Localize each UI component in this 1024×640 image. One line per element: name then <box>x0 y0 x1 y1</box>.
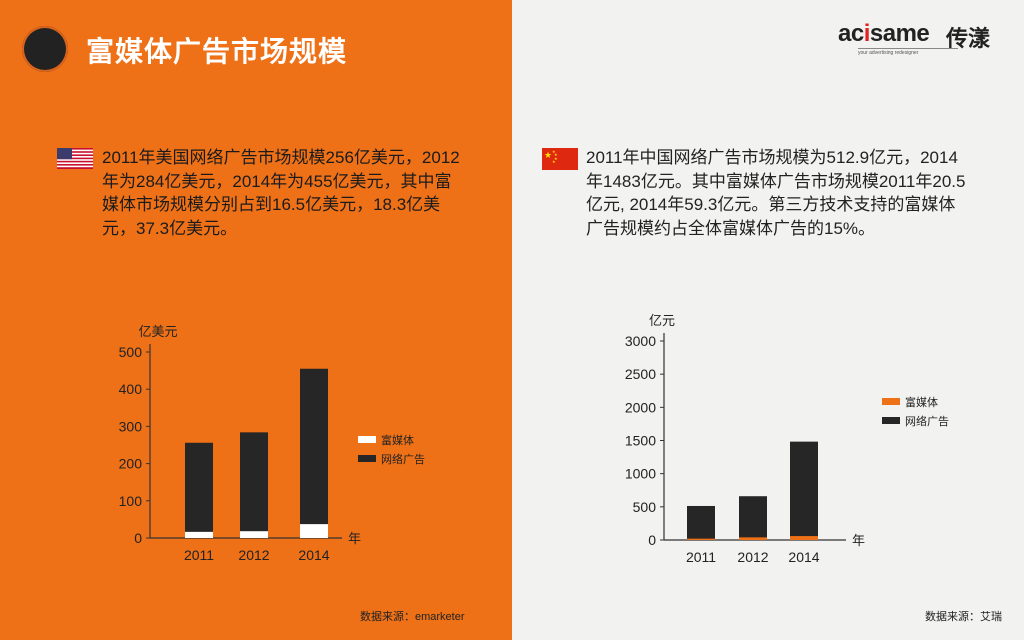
bar-online-ad-2012 <box>739 496 767 540</box>
y-tick-label: 500 <box>633 499 657 515</box>
bar-rich-media-2014 <box>790 536 818 540</box>
us-data-source: 数据来源：emarketer <box>360 608 465 624</box>
y-tick-label: 500 <box>119 344 143 360</box>
legend-swatch-rich-media <box>882 398 900 405</box>
y-tick-label: 3000 <box>625 333 656 349</box>
x-tick-label: 2011 <box>686 549 716 565</box>
y-tick-label: 1000 <box>625 466 656 482</box>
y-tick-label: 0 <box>648 532 656 548</box>
cn-ad-market-chart: 0 500 1000 1500 2000 2500 3000 亿元年 2011 2012 2014 富… <box>512 0 1024 640</box>
x-tick-label: 2012 <box>238 547 269 563</box>
y-tick-label: 100 <box>119 493 143 509</box>
y-tick-label: 300 <box>119 418 143 434</box>
legend-swatch-rich-media <box>358 436 376 443</box>
x-axis-label: 年 <box>852 533 865 548</box>
bar-online-ad-2014 <box>790 442 818 540</box>
cn-data-source: 数据来源：艾瑞 <box>925 608 1002 624</box>
bar-rich-media-2014 <box>300 524 328 538</box>
legend-label-rich-media: 富媒体 <box>381 433 414 447</box>
legend-swatch-online-ad <box>358 455 376 462</box>
bar-online-ad-2011 <box>185 443 213 538</box>
y-axis-label: 亿元 <box>649 313 675 328</box>
legend-label-rich-media: 富媒体 <box>905 395 938 409</box>
bar-online-ad-2012 <box>240 432 268 538</box>
y-tick-label: 2500 <box>625 366 656 382</box>
legend-swatch-online-ad <box>882 417 900 424</box>
bar-rich-media-2011 <box>185 532 213 538</box>
legend-label-online-ad: 网络广告 <box>905 414 949 428</box>
y-tick-label: 2000 <box>625 399 656 415</box>
y-tick-label: 0 <box>134 530 142 546</box>
bar-rich-media-2011 <box>687 539 715 540</box>
x-tick-label: 2012 <box>737 549 768 565</box>
bar-rich-media-2012 <box>739 537 767 540</box>
y-axis-label: 亿美元 <box>138 324 177 339</box>
bar-online-ad-2014 <box>300 369 328 538</box>
y-tick-label: 200 <box>119 456 143 472</box>
y-tick-label: 1500 <box>625 433 656 449</box>
x-tick-label: 2014 <box>298 547 329 563</box>
x-tick-label: 2014 <box>788 549 819 565</box>
x-axis-label: 年 <box>348 531 361 546</box>
legend-label-online-ad: 网络广告 <box>381 452 425 466</box>
x-tick-label: 2011 <box>184 547 214 563</box>
y-tick-label: 400 <box>119 381 143 397</box>
bar-online-ad-2011 <box>687 506 715 540</box>
bar-rich-media-2012 <box>240 531 268 538</box>
